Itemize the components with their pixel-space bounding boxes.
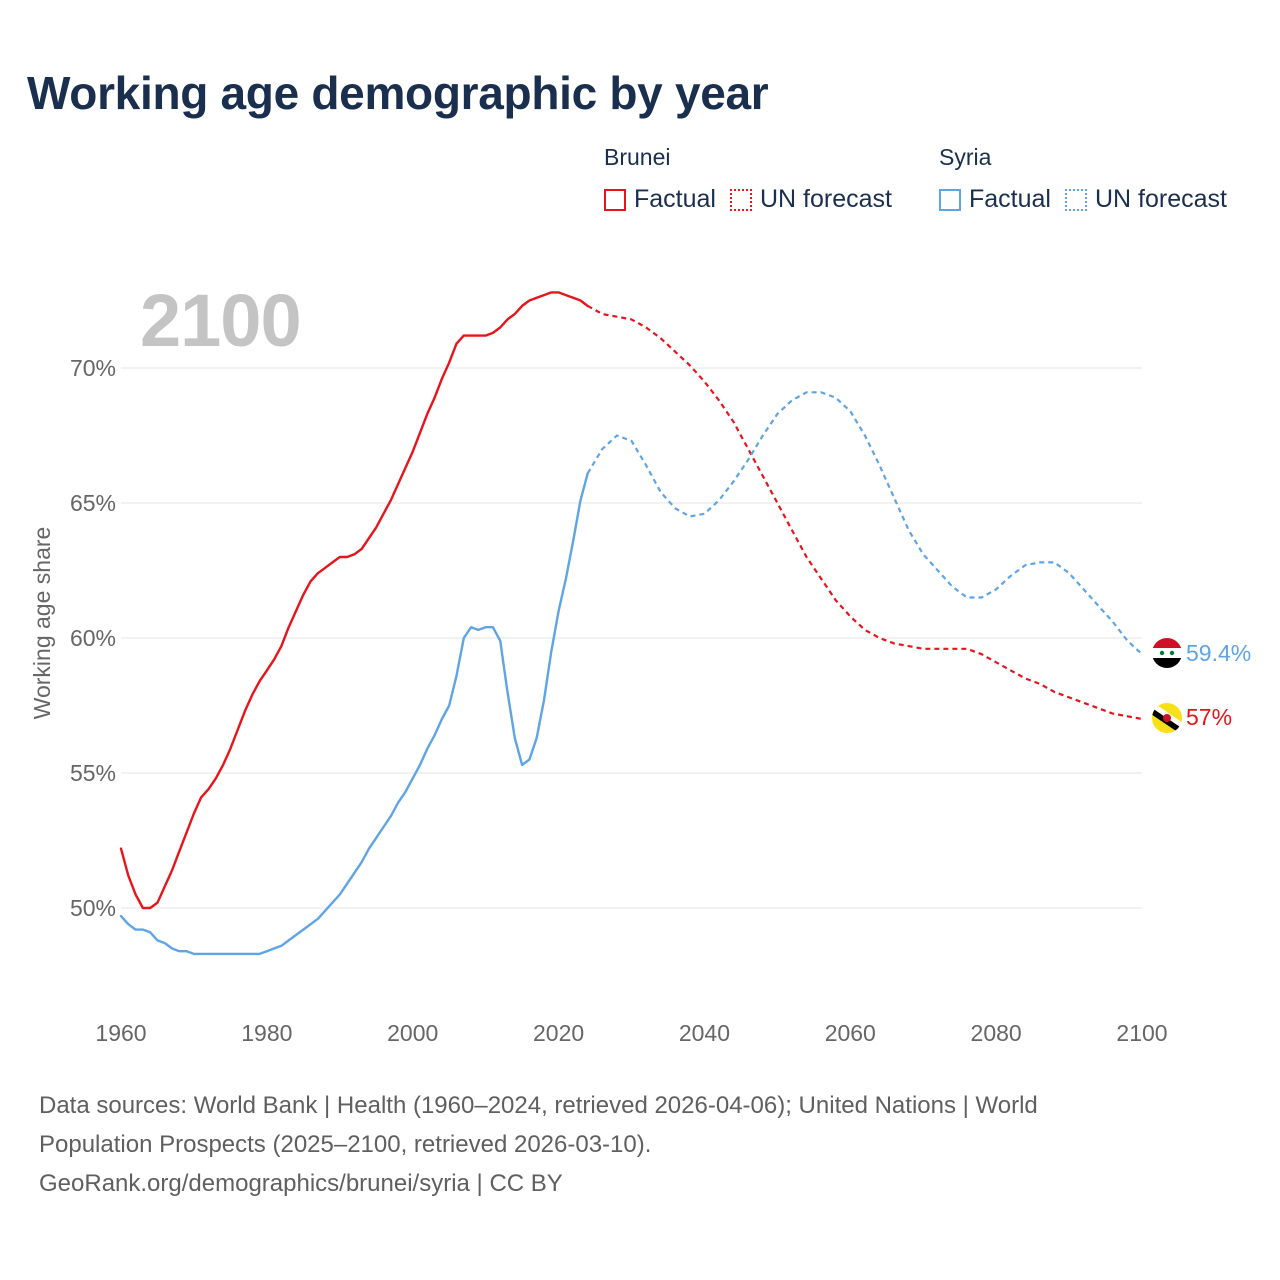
- x-tick-label: 2040: [679, 1020, 730, 1046]
- y-tick-label: 60%: [70, 625, 116, 651]
- series-layer: [119, 291, 1143, 956]
- x-tick-label: 1980: [241, 1020, 292, 1046]
- legend-country-brunei: Brunei: [604, 144, 671, 170]
- legend-country-syria: Syria: [939, 144, 992, 170]
- page-title: Working age demographic by year: [27, 67, 769, 119]
- x-tick-label: 2060: [825, 1020, 876, 1046]
- syria-forecast-line: [586, 391, 1143, 656]
- x-tick-label: 1960: [95, 1020, 146, 1046]
- footer-sources-line1: Data sources: World Bank | Health (1960–…: [39, 1092, 1038, 1119]
- brunei-end-label: 57%: [1186, 704, 1232, 730]
- legend-brunei-factual[interactable]: Factual: [604, 185, 716, 214]
- x-tick-label: 2000: [387, 1020, 438, 1046]
- y-axis-label: Working age share: [29, 527, 55, 720]
- y-tick-label: 70%: [70, 355, 116, 381]
- legend-syria-forecast[interactable]: UN forecast: [1064, 185, 1227, 214]
- axis-layer: 50% 55% 60% 65% 70% 1960 1980 2000 2020 2040 2060 2…: [29, 355, 1168, 1046]
- legend-label: Factual: [969, 185, 1051, 213]
- syria-end-label: 59.4%: [1186, 640, 1251, 666]
- line-chart: 50% 55% 60% 65% 70% 1960 1980 2000 2020 2040 2060 2…: [29, 291, 1251, 1046]
- legend-brunei-forecast[interactable]: UN forecast: [729, 185, 892, 214]
- brunei-flag-icon: [1152, 703, 1182, 733]
- legend-syria-factual[interactable]: Factual: [939, 185, 1051, 214]
- x-tick-label: 2100: [1116, 1020, 1167, 1046]
- x-tick-label: 2020: [533, 1020, 584, 1046]
- y-tick-label: 65%: [70, 490, 116, 516]
- syria-flag-icon: [1152, 638, 1182, 668]
- legend-swatch-solid-icon: [604, 188, 626, 211]
- grid-layer: [121, 367, 1142, 909]
- legend-label: UN forecast: [1094, 185, 1227, 213]
- syria-factual-line: [119, 472, 589, 956]
- x-tick-label: 2080: [971, 1020, 1022, 1046]
- footer-sources-line2: Population Prospects (2025–2100, retriev…: [39, 1131, 652, 1158]
- legend-swatch-dotted-icon: [729, 188, 752, 211]
- y-tick-label: 55%: [70, 760, 116, 786]
- footer-attribution[interactable]: GeoRank.org/demographics/brunei/syria | …: [39, 1170, 563, 1197]
- legend-swatch-solid-icon: [939, 188, 961, 211]
- y-tick-label: 50%: [70, 895, 116, 921]
- legend-swatch-dotted-icon: [1064, 188, 1087, 211]
- end-label-layer: 59.4% 57%: [1152, 638, 1251, 733]
- footer: Data sources: World Bank | Health (1960–…: [39, 1086, 1239, 1203]
- legend-label: UN forecast: [759, 185, 892, 213]
- legend-label: Factual: [634, 185, 716, 213]
- brunei-factual-line: [119, 291, 589, 910]
- legend-group-syria: Syria Factual UN forecast: [939, 144, 1241, 214]
- legend-group-brunei: Brunei Factual UN forecast: [604, 144, 906, 214]
- current-year-overlay: 2100: [140, 279, 302, 362]
